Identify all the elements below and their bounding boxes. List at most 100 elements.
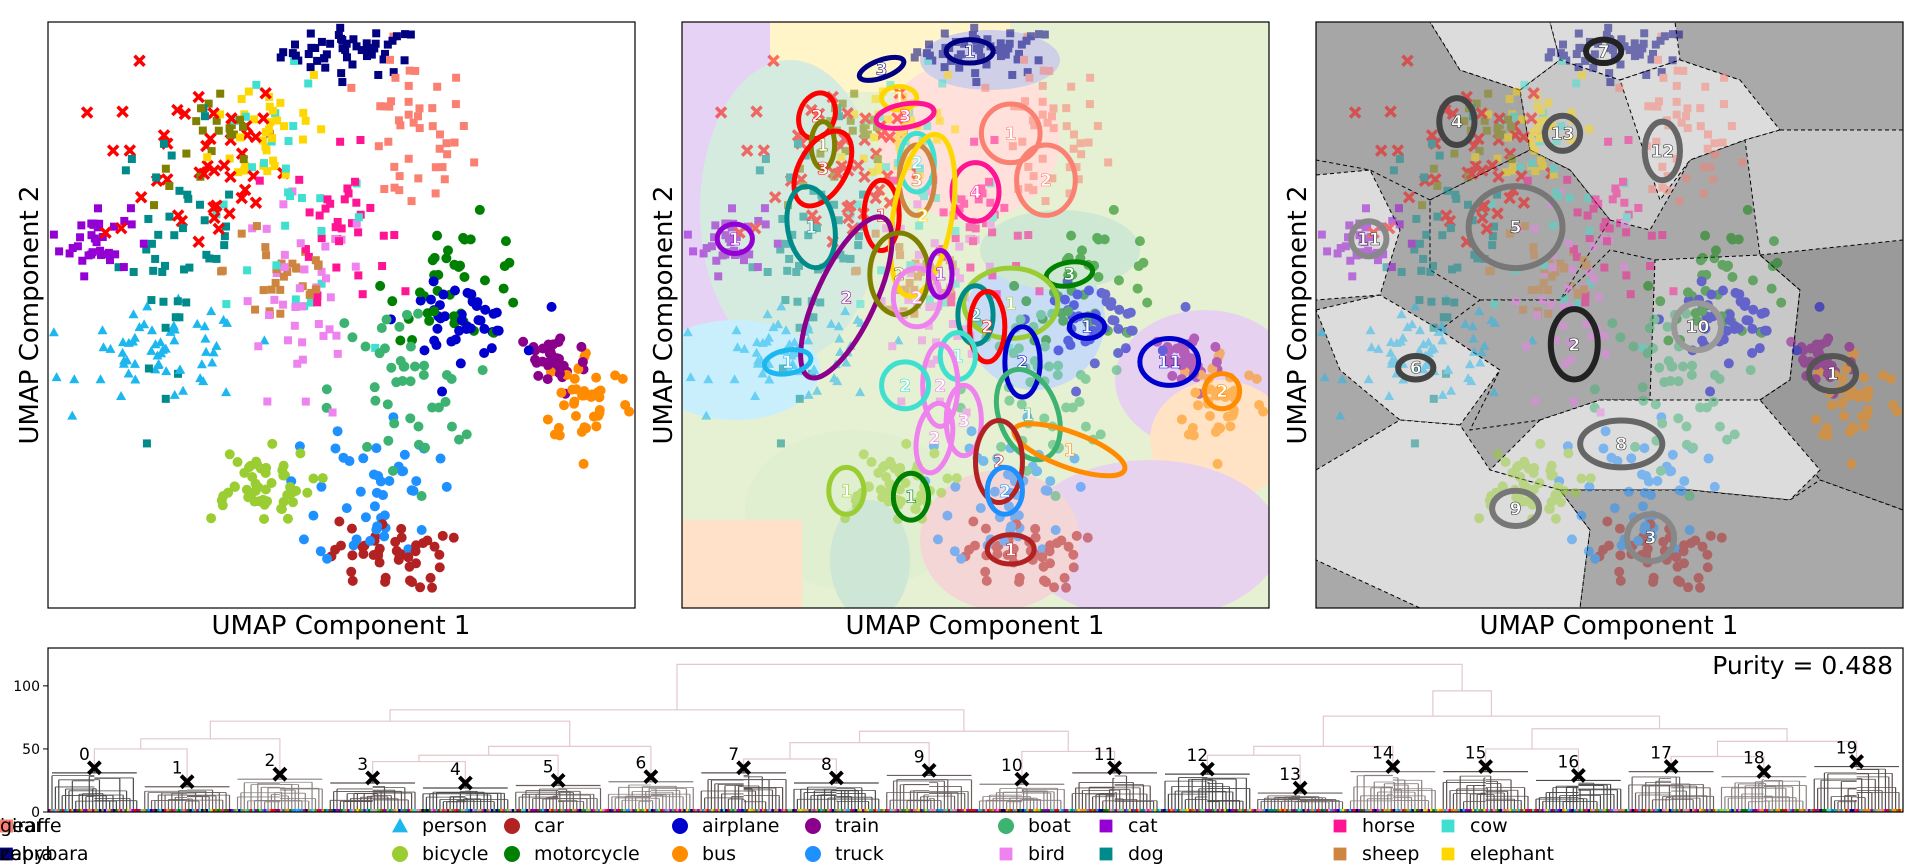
leaf-color-strip [381,809,385,812]
leaf-color-strip [1835,809,1839,812]
leaf-color-strip [1800,809,1804,812]
leaf-color-strip [493,809,497,812]
scatter-point [1696,122,1705,131]
leaf-color-strip [261,809,265,812]
legend-marker [1099,847,1113,861]
leaf-color-strip [757,809,761,812]
scatter-point [1615,83,1624,92]
leaf-color-strip [662,809,666,812]
scatter-point [1190,387,1201,398]
leaf-color-strip [1116,809,1120,812]
scatter-point [947,298,956,307]
scatter-point [1559,302,1568,311]
leaf-color-strip [1543,809,1547,812]
scatter-point [212,116,221,125]
scatter-point [1108,204,1119,215]
leaf-color-strip [646,809,650,812]
scatter-point [1041,197,1050,206]
leaf-color-strip [298,809,302,812]
scatter-point [899,129,908,138]
scatter-point [448,532,459,543]
scatter-point [96,246,105,255]
leaf-color-strip [1404,809,1408,812]
scatter-point [358,290,367,299]
leaf-color-strip [212,809,216,812]
scatter-point [1336,244,1345,253]
leaf-color-strip [1733,809,1737,812]
scatter-point [182,298,191,307]
leaf-color-strip [1209,809,1213,812]
scatter-point [1859,372,1870,383]
leaf-color-strip [416,809,420,812]
scatter-point [968,516,979,527]
scatter-point [295,448,306,459]
leaf-color-strip [119,809,123,812]
leaf-color-strip [1675,809,1679,812]
scatter-point [955,242,964,251]
cluster-ellipse [973,417,1025,506]
leaf-color-strip [1443,809,1447,812]
leaf-color-strip [796,809,800,812]
scatter-point [434,549,445,560]
leaf-color-strip [1237,809,1241,812]
scatter-point [404,97,413,106]
scatter-point [301,397,310,406]
leaf-color-strip [1295,809,1299,812]
scatter-point [972,44,981,53]
scatter-point [1703,130,1712,139]
leaf-color-strip [224,809,228,812]
scatter-point [951,125,960,134]
scatter-point [1544,503,1555,514]
scatter-point [1507,467,1518,478]
scatter-point [750,105,763,118]
scatter-point [142,439,151,448]
leaf-color-strip [623,809,626,812]
scatter-point [380,572,391,583]
cluster-ellipse [1624,511,1678,565]
leaf-color-strip [1492,809,1496,812]
scatter-point [1387,263,1396,272]
scatter-point [1559,295,1568,304]
leaf-color-strip [1381,809,1385,812]
scatter-point [1544,309,1553,318]
scatter-point [180,265,189,274]
leaf-color-strip [926,809,930,812]
leaf-color-strip [1302,809,1306,812]
scatter-point [379,510,390,521]
scatter-point [978,189,987,198]
scatter-point [996,441,1007,452]
leaf-color-strip [732,809,735,812]
scatter-point [98,342,109,352]
dendrogram-cluster-label: 10 [1001,756,1023,776]
scatter-point [387,296,398,307]
scatter-point [730,246,739,255]
scatter-point [235,115,244,124]
scatter-point [437,530,448,541]
scatter-point [1837,373,1848,384]
leaf-color-strip [766,809,770,812]
scatter-point [1572,252,1581,261]
leaf-color-strip [1756,809,1760,812]
purity-label: Purity = 0.488 [1712,651,1893,680]
scatter-point [1558,321,1567,330]
scatter-point [1484,89,1493,98]
scatter-point [1672,110,1681,119]
scatter-point [834,333,845,343]
scatter-point [224,170,237,184]
scatter-point [268,134,277,143]
scatter-point [235,191,248,205]
cluster-label: 3 [876,60,888,80]
leaf-color-strip [486,809,490,812]
scatter-point [1016,399,1027,410]
scatter-point [313,291,322,300]
leaf-color-strip [1184,809,1188,812]
scatter-point [321,384,332,395]
leaf-color-strip [349,809,353,812]
leaf-color-strip [203,809,207,812]
leaf-color-strip [875,809,879,812]
leaf-color-strip [1763,809,1767,812]
scatter-point [793,139,802,148]
scatter-point [1460,318,1471,328]
scatter-point [1596,408,1605,417]
leaf-color-strip [430,809,434,812]
